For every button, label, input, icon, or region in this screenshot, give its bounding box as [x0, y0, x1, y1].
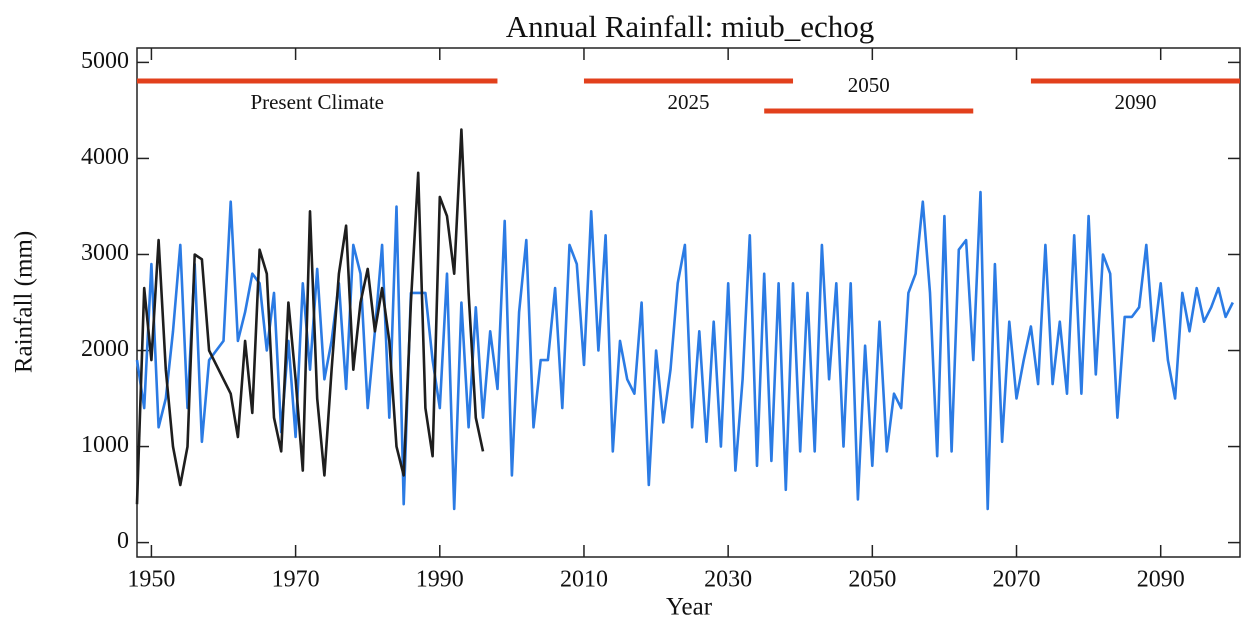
y-tick-label: 3000	[81, 240, 129, 266]
period-label: Present Climate	[250, 90, 384, 114]
y-tick-label: 4000	[81, 144, 129, 170]
data-line	[135, 190, 1234, 511]
x-tick-label: 2070	[993, 567, 1041, 593]
x-tick-label: 1990	[416, 567, 464, 593]
data-line	[135, 128, 485, 505]
x-tick-label: 1970	[272, 567, 320, 593]
x-tick-label: 2030	[704, 567, 752, 593]
x-tick-label: 2050	[848, 567, 896, 593]
y-tick-label: 1000	[81, 432, 129, 458]
y-axis-label: Rainfall (mm)	[11, 231, 38, 373]
plot-frame	[136, 47, 1241, 558]
period-label: 2025	[668, 90, 710, 114]
y-tick-label: 5000	[81, 48, 129, 74]
x-tick-label: 1950	[127, 567, 175, 593]
y-tick-label: 0	[117, 528, 129, 554]
x-tick-label: 2010	[560, 567, 608, 593]
x-axis-label: Year	[666, 594, 713, 621]
chart-title: Annual Rainfall: miub_echog	[506, 9, 874, 44]
y-tick-label: 2000	[81, 336, 129, 362]
period-label: 2090	[1114, 90, 1156, 114]
period-label: 2050	[848, 73, 890, 97]
x-tick-label: 2090	[1137, 567, 1185, 593]
